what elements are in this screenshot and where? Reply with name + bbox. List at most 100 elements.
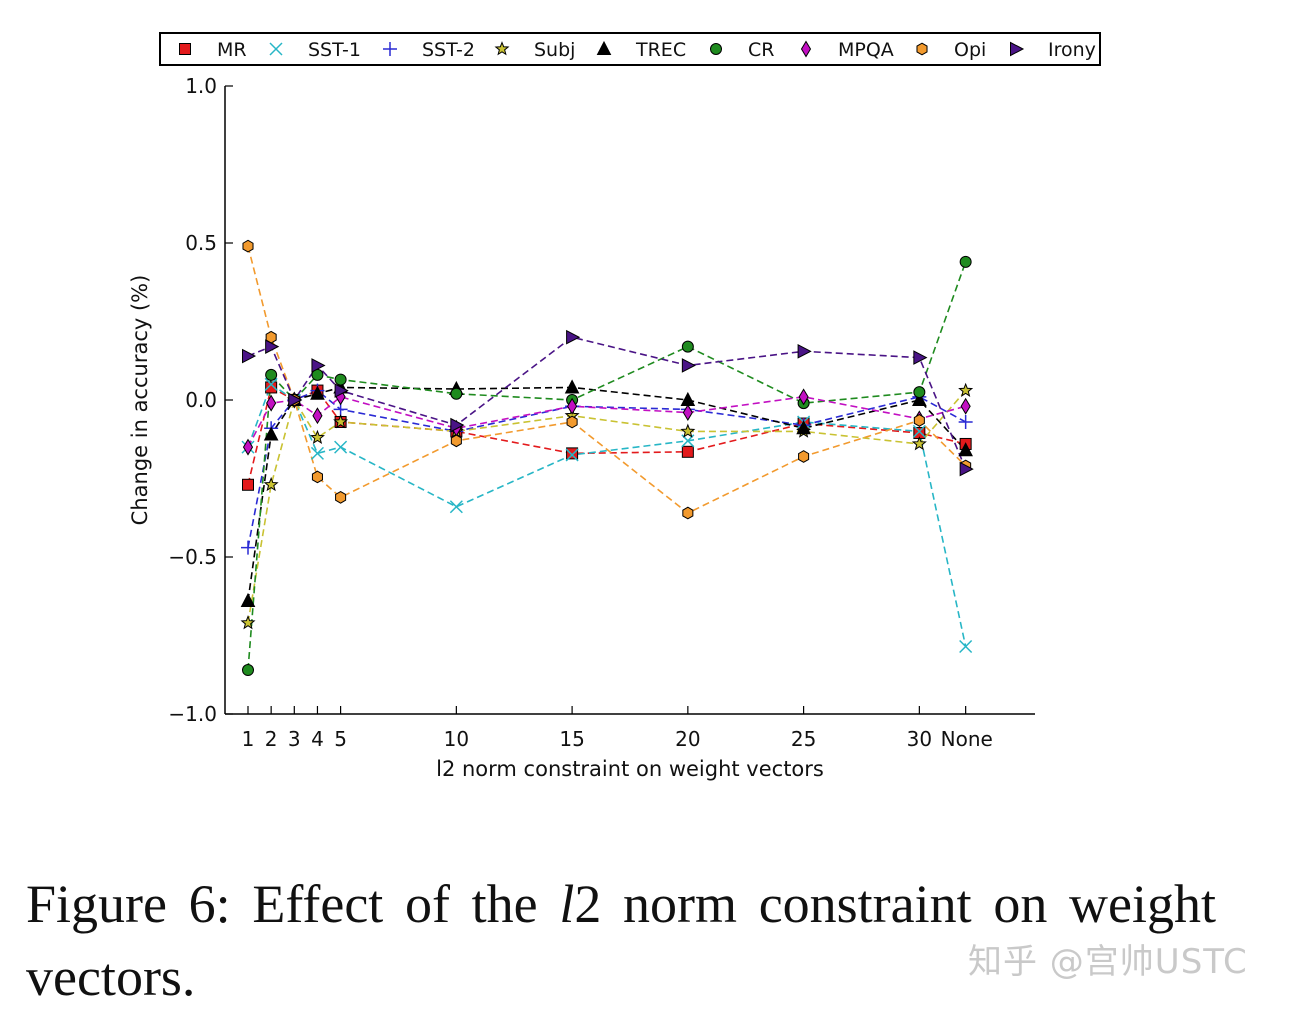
point-irony-10 <box>959 461 974 477</box>
y-tick-label: 0.0 <box>185 388 217 412</box>
legend-item-sst-1: SST-1 <box>269 39 361 61</box>
x-tick-label: 4 <box>311 727 324 751</box>
y-tick-label: −0.5 <box>168 545 217 569</box>
point-irony-5 <box>450 417 465 433</box>
point-irony-4 <box>334 383 349 398</box>
point-subj-10 <box>958 382 974 397</box>
legend-item-subj: Subj <box>494 39 575 61</box>
point-trec-10 <box>958 442 973 457</box>
watermark: 知乎 @宫帅USTC <box>968 942 1248 982</box>
legend-marker-irony <box>1010 41 1025 57</box>
point-mpqa-10 <box>960 397 971 415</box>
x-tick-label: None <box>941 727 993 751</box>
y-tick-label: 0.5 <box>185 231 217 255</box>
point-cr-1 <box>265 368 278 381</box>
point-sst-1-3 <box>310 446 324 460</box>
legend-marker-mr <box>179 43 191 55</box>
figure-caption: Figure 6: Effect of the l2 norm constrai… <box>26 868 1216 1014</box>
legend-label-irony: Irony <box>1048 39 1096 61</box>
caption-italic: l <box>559 874 575 934</box>
legend-marker-sst-2 <box>383 42 397 56</box>
point-mpqa-1 <box>266 394 277 412</box>
x-tick-label: 15 <box>559 727 584 751</box>
series-line-subj <box>247 390 967 624</box>
point-sst-2-0 <box>241 540 255 555</box>
point-opi-7 <box>682 506 694 520</box>
point-mpqa-8 <box>798 388 809 406</box>
point-trec-8 <box>796 420 811 435</box>
point-opi-5 <box>450 434 462 448</box>
series-line-opi <box>247 245 967 514</box>
point-irony-2 <box>288 392 303 408</box>
x-tick-label: 10 <box>444 727 469 751</box>
point-cr-4 <box>334 373 347 386</box>
point-sst-1-9 <box>912 424 926 438</box>
point-opi-4 <box>335 490 347 504</box>
point-irony-6 <box>566 329 581 345</box>
series-line-sst-1 <box>247 383 967 647</box>
point-irony-8 <box>797 344 812 359</box>
point-irony-9 <box>913 350 928 365</box>
x-ticks: 1 2 3 4 5 10 15 20 25 30 None <box>242 706 993 751</box>
legend-item-opi: Opi <box>916 39 986 61</box>
point-trec-6 <box>564 379 580 394</box>
point-opi-3 <box>311 470 323 484</box>
point-mr-7 <box>681 445 694 458</box>
x-tick-label: 2 <box>265 727 278 751</box>
point-trec-0 <box>240 592 256 607</box>
point-subj-0 <box>240 615 256 630</box>
x-tick-label: 30 <box>907 727 932 751</box>
legend-item-irony: Irony <box>1010 39 1096 61</box>
point-mpqa-0 <box>242 438 254 456</box>
point-sst-1-10 <box>959 639 973 654</box>
point-opi-9 <box>913 414 925 427</box>
series-line-sst-2 <box>247 389 967 548</box>
point-opi-0 <box>242 239 254 253</box>
y-tick-label: −1.0 <box>168 702 217 726</box>
chart: MR SST-1 SST-2 Subj TREC CR MPQA Opi Irony −1.0−… <box>128 32 1101 781</box>
point-sst-1-1 <box>264 377 278 391</box>
legend-label-sst-2: SST-2 <box>422 39 475 61</box>
legend: MR SST-1 SST-2 Subj TREC CR MPQA Opi Irony <box>179 39 1096 61</box>
series-line-cr <box>247 261 967 671</box>
legend-item-mr: MR <box>179 39 247 61</box>
point-sst-1-4 <box>334 440 348 454</box>
caption-suffix: 2 norm constraint on weight vectors. <box>26 874 1216 1007</box>
series-line-mr <box>247 386 966 485</box>
point-mpqa-7 <box>682 404 693 422</box>
legend-label-mpqa: MPQA <box>838 39 894 61</box>
point-opi-6 <box>566 415 578 429</box>
point-trec-9 <box>912 391 927 406</box>
point-irony-3 <box>311 358 326 373</box>
y-tick-label: 1.0 <box>185 74 217 98</box>
legend-label-opi: Opi <box>954 39 986 61</box>
series-line-trec <box>247 386 967 602</box>
legend-label-mr: MR <box>217 39 247 61</box>
point-opi-8 <box>798 450 810 463</box>
point-sst-1-6 <box>565 448 579 462</box>
plot-area-frame <box>225 86 1035 714</box>
point-mr-0 <box>242 478 254 491</box>
legend-label-cr: CR <box>748 39 774 61</box>
point-subj-4 <box>333 414 349 429</box>
point-mpqa-3 <box>312 407 323 425</box>
series-line-mpqa <box>247 395 966 448</box>
point-sst-1-5 <box>449 500 463 514</box>
point-subj-1 <box>263 476 279 492</box>
series-lines <box>247 245 967 671</box>
series-markers <box>240 239 974 677</box>
point-cr-7 <box>681 340 694 353</box>
legend-label-sst-1: SST-1 <box>308 39 361 61</box>
point-subj-9 <box>911 436 927 451</box>
point-mr-6 <box>566 447 579 460</box>
legend-marker-sst-1 <box>269 42 283 56</box>
point-irony-1 <box>265 339 280 354</box>
legend-label-subj: Subj <box>534 39 575 61</box>
y-ticks: −1.0 −0.5 0.0 0.5 1.0 <box>168 74 233 726</box>
legend-item-cr: CR <box>710 39 774 61</box>
legend-item-mpqa: MPQA <box>800 39 894 61</box>
caption-prefix: Figure 6: Effect of the <box>26 874 560 934</box>
x-tick-label: 3 <box>288 727 301 751</box>
x-tick-label: 5 <box>334 727 347 751</box>
x-axis-label: l2 norm constraint on weight vectors <box>436 757 824 781</box>
